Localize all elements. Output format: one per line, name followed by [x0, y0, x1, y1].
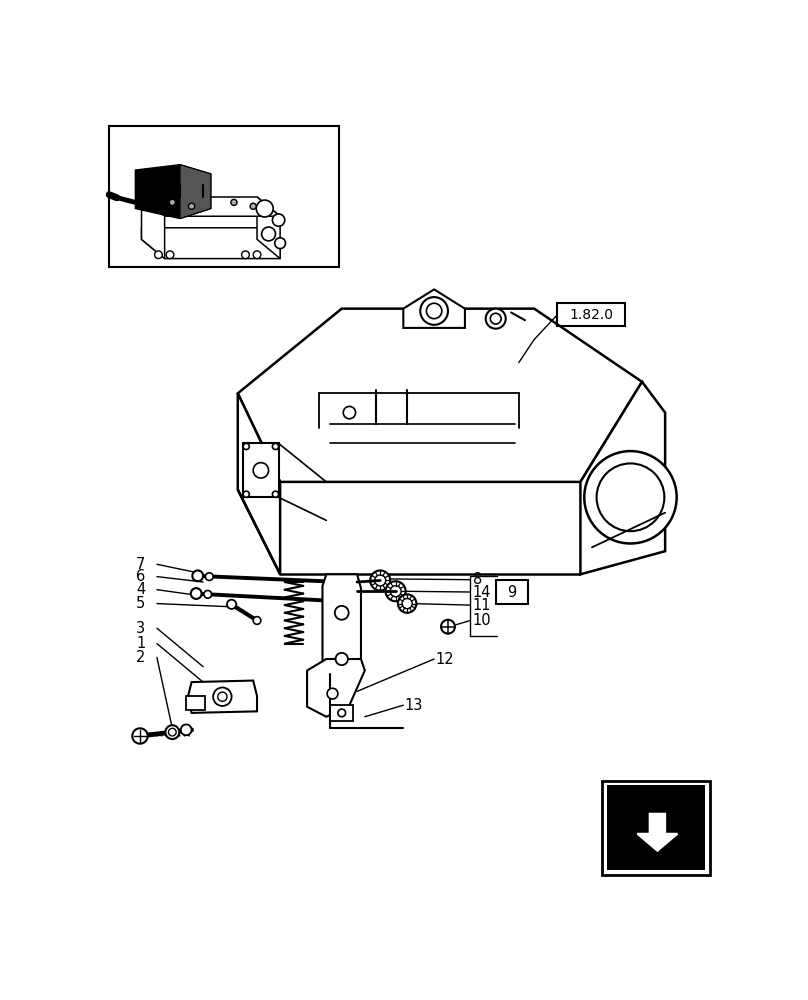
Circle shape: [192, 570, 203, 581]
Circle shape: [490, 313, 501, 324]
Bar: [186, 696, 205, 710]
Text: 13: 13: [405, 698, 423, 713]
Bar: [602, 781, 709, 875]
Polygon shape: [638, 814, 677, 851]
Circle shape: [250, 203, 256, 209]
Circle shape: [191, 588, 201, 599]
Circle shape: [272, 214, 284, 226]
Circle shape: [217, 692, 227, 701]
Circle shape: [584, 451, 676, 544]
Circle shape: [231, 199, 237, 205]
Text: 5: 5: [136, 596, 145, 611]
Circle shape: [327, 688, 338, 699]
Circle shape: [166, 251, 174, 259]
Circle shape: [338, 709, 346, 717]
Circle shape: [154, 251, 162, 259]
Circle shape: [402, 598, 412, 609]
Circle shape: [333, 577, 343, 587]
Polygon shape: [403, 289, 465, 328]
Text: 9: 9: [507, 585, 516, 600]
Circle shape: [253, 251, 261, 259]
Polygon shape: [580, 382, 665, 574]
Circle shape: [343, 406, 356, 419]
Polygon shape: [141, 228, 280, 259]
Text: 2: 2: [136, 650, 145, 665]
Circle shape: [272, 491, 279, 497]
Circle shape: [213, 687, 232, 706]
Circle shape: [275, 238, 285, 249]
Bar: [607, 785, 705, 870]
Polygon shape: [243, 443, 279, 497]
Circle shape: [188, 203, 195, 209]
Bar: [109, 126, 339, 267]
Bar: [496, 580, 528, 604]
Circle shape: [253, 617, 261, 624]
Text: 10: 10: [473, 613, 491, 628]
Text: 1.82.0: 1.82.0: [569, 308, 613, 322]
Circle shape: [169, 728, 176, 736]
Polygon shape: [141, 197, 280, 216]
Circle shape: [332, 597, 341, 606]
Polygon shape: [187, 681, 257, 713]
Text: 14: 14: [473, 585, 491, 600]
Text: 11: 11: [473, 598, 491, 613]
Circle shape: [441, 620, 455, 634]
Text: 3: 3: [137, 621, 145, 636]
Circle shape: [166, 725, 179, 739]
Polygon shape: [180, 165, 211, 219]
Circle shape: [596, 463, 664, 531]
Text: 1: 1: [136, 636, 145, 651]
Text: 7: 7: [136, 557, 145, 572]
Polygon shape: [322, 574, 361, 682]
Circle shape: [256, 200, 273, 217]
Circle shape: [272, 443, 279, 450]
Text: 12: 12: [436, 652, 454, 666]
Circle shape: [420, 297, 448, 325]
Circle shape: [262, 227, 276, 241]
Circle shape: [385, 581, 406, 601]
Bar: [558, 303, 625, 326]
Circle shape: [227, 600, 236, 609]
Polygon shape: [257, 197, 280, 259]
Bar: [330, 705, 353, 721]
Circle shape: [181, 724, 191, 735]
Polygon shape: [307, 659, 365, 717]
Circle shape: [253, 463, 268, 478]
Circle shape: [486, 309, 506, 329]
Circle shape: [204, 590, 212, 598]
Circle shape: [169, 199, 175, 205]
Circle shape: [335, 653, 348, 665]
Circle shape: [427, 303, 442, 319]
Polygon shape: [136, 165, 211, 219]
Circle shape: [390, 586, 401, 597]
Polygon shape: [238, 309, 642, 482]
Polygon shape: [141, 197, 165, 259]
Circle shape: [370, 570, 390, 590]
Circle shape: [243, 491, 250, 497]
Text: 4: 4: [136, 582, 145, 597]
Circle shape: [398, 594, 416, 613]
Text: 6: 6: [136, 569, 145, 584]
Text: 8: 8: [473, 572, 482, 587]
Circle shape: [133, 728, 148, 744]
Circle shape: [242, 251, 250, 259]
Circle shape: [335, 606, 348, 620]
Polygon shape: [238, 393, 280, 574]
Circle shape: [205, 573, 213, 580]
Circle shape: [243, 443, 250, 450]
Circle shape: [375, 575, 385, 586]
